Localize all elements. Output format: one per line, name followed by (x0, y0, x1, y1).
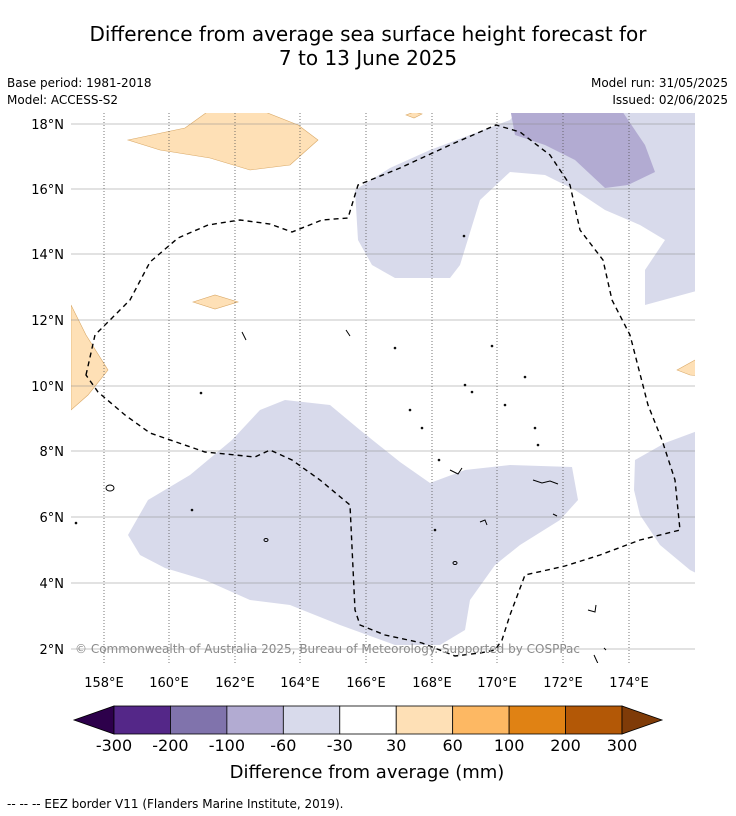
island (74, 521, 78, 525)
island (408, 408, 412, 412)
colorbar (72, 705, 664, 735)
eez-legend-footer: -- -- -- EEZ border V11 (Flanders Marine… (7, 797, 344, 811)
latitude-label: 12°N (31, 314, 64, 329)
longitude-label: 172°E (543, 676, 583, 691)
longitude-label: 162°E (215, 676, 255, 691)
island (449, 467, 463, 475)
longitude-label: 160°E (149, 676, 189, 691)
issued-date: Issued: 02/06/2025 (612, 93, 728, 107)
island (462, 234, 466, 238)
island (587, 604, 597, 613)
island (345, 329, 351, 337)
longitude-label: 166°E (346, 676, 386, 691)
island (437, 458, 441, 462)
meta-left: Base period: 1981-2018 Model: ACCESS-S2 (7, 75, 152, 109)
island (552, 513, 558, 517)
copyright-text: © Commonwealth of Australia 2025, Bureau… (75, 642, 580, 656)
colorbar-segment (565, 705, 623, 735)
longitude-label: 174°E (609, 676, 649, 691)
base-period: Base period: 1981-2018 (7, 76, 152, 90)
gridlines (71, 113, 695, 663)
anomaly-region-east (634, 431, 695, 573)
island (263, 538, 269, 542)
island (593, 654, 599, 663)
colorbar-segment (452, 705, 510, 735)
colorbar-segment (282, 705, 341, 735)
colorbar-segment (170, 705, 228, 735)
longitude-label: 158°E (84, 676, 124, 691)
colorbar-labels: -300 -200 -100 -60 -30 30 60 100 200 300 (96, 736, 637, 755)
longitude-label: 164°E (280, 676, 320, 691)
longitude-label: 168°E (412, 676, 452, 691)
island (190, 508, 194, 512)
island (532, 479, 559, 485)
colorbar-segment (339, 705, 397, 735)
latitude-label: 18°N (31, 118, 64, 133)
island (603, 647, 607, 651)
latitude-label: 6°N (40, 511, 65, 526)
latitude-label: 10°N (31, 380, 64, 395)
positive-region-west (71, 304, 109, 411)
colorbar-segment (113, 705, 171, 735)
latitude-label: 2°N (40, 643, 65, 658)
positive-region-tiny (405, 113, 423, 119)
meta-right: Model run: 31/05/2025 Issued: 02/06/2025 (591, 75, 728, 109)
colorbar-tick-label: -200 (152, 736, 188, 755)
map-plot-area (71, 113, 695, 663)
island (241, 331, 247, 341)
positive-region-north (126, 113, 319, 171)
island (433, 528, 437, 532)
latitude-label: 14°N (31, 248, 64, 263)
model-name: Model: ACCESS-S2 (7, 93, 119, 107)
latitude-label: 4°N (40, 577, 65, 592)
positive-region-east (676, 359, 695, 376)
longitude-label: 170°E (477, 676, 517, 691)
colorbar-title: Difference from average (mm) (230, 762, 505, 783)
colorbar-tick-label: 200 (550, 736, 581, 755)
colorbar-tick-label: 300 (607, 736, 638, 755)
colorbar-tick-label: -30 (327, 736, 353, 755)
colorbar-extend-low (72, 705, 115, 735)
colorbar-extend-high (621, 705, 664, 735)
anomaly-region-south (128, 400, 578, 645)
colorbar-segment (226, 705, 284, 735)
title-line-1: Difference from average sea surface heig… (89, 22, 647, 46)
colorbar-tick-label: 100 (494, 736, 525, 755)
island (452, 561, 458, 565)
colorbar-tick-label: -60 (270, 736, 296, 755)
island (470, 390, 474, 394)
colorbar-segment (395, 705, 454, 735)
island (523, 375, 527, 379)
title-line-2: 7 to 13 June 2025 (278, 46, 458, 70)
latitude-label: 8°N (40, 445, 65, 460)
island (479, 519, 488, 526)
latitude-label: 16°N (31, 183, 64, 198)
islands (74, 234, 607, 663)
island (420, 426, 424, 430)
colorbar-tick-label: 60 (442, 736, 462, 755)
eez-border (85, 124, 681, 657)
anomaly-region-northeast-core (510, 113, 655, 188)
island (503, 403, 507, 407)
island (463, 383, 467, 387)
island (105, 484, 115, 492)
island (533, 426, 537, 430)
latitude-labels: 18°N 16°N 14°N 12°N 10°N 8°N 6°N 4°N 2°N (31, 118, 64, 658)
island (536, 443, 540, 447)
island (199, 391, 203, 395)
colorbar-segment (508, 705, 566, 735)
map-title: Difference from average sea surface heig… (0, 22, 736, 70)
island (490, 344, 494, 348)
colorbar-tick-label: -100 (209, 736, 245, 755)
colorbar-tick-label: -300 (96, 736, 132, 755)
colorbar-tick-label: 30 (386, 736, 406, 755)
model-run: Model run: 31/05/2025 (590, 76, 728, 90)
positive-region-small (192, 294, 240, 310)
island (393, 346, 397, 350)
longitude-labels: 158°E 160°E 162°E 164°E 166°E 168°E 170°E 172°E… (84, 676, 649, 691)
